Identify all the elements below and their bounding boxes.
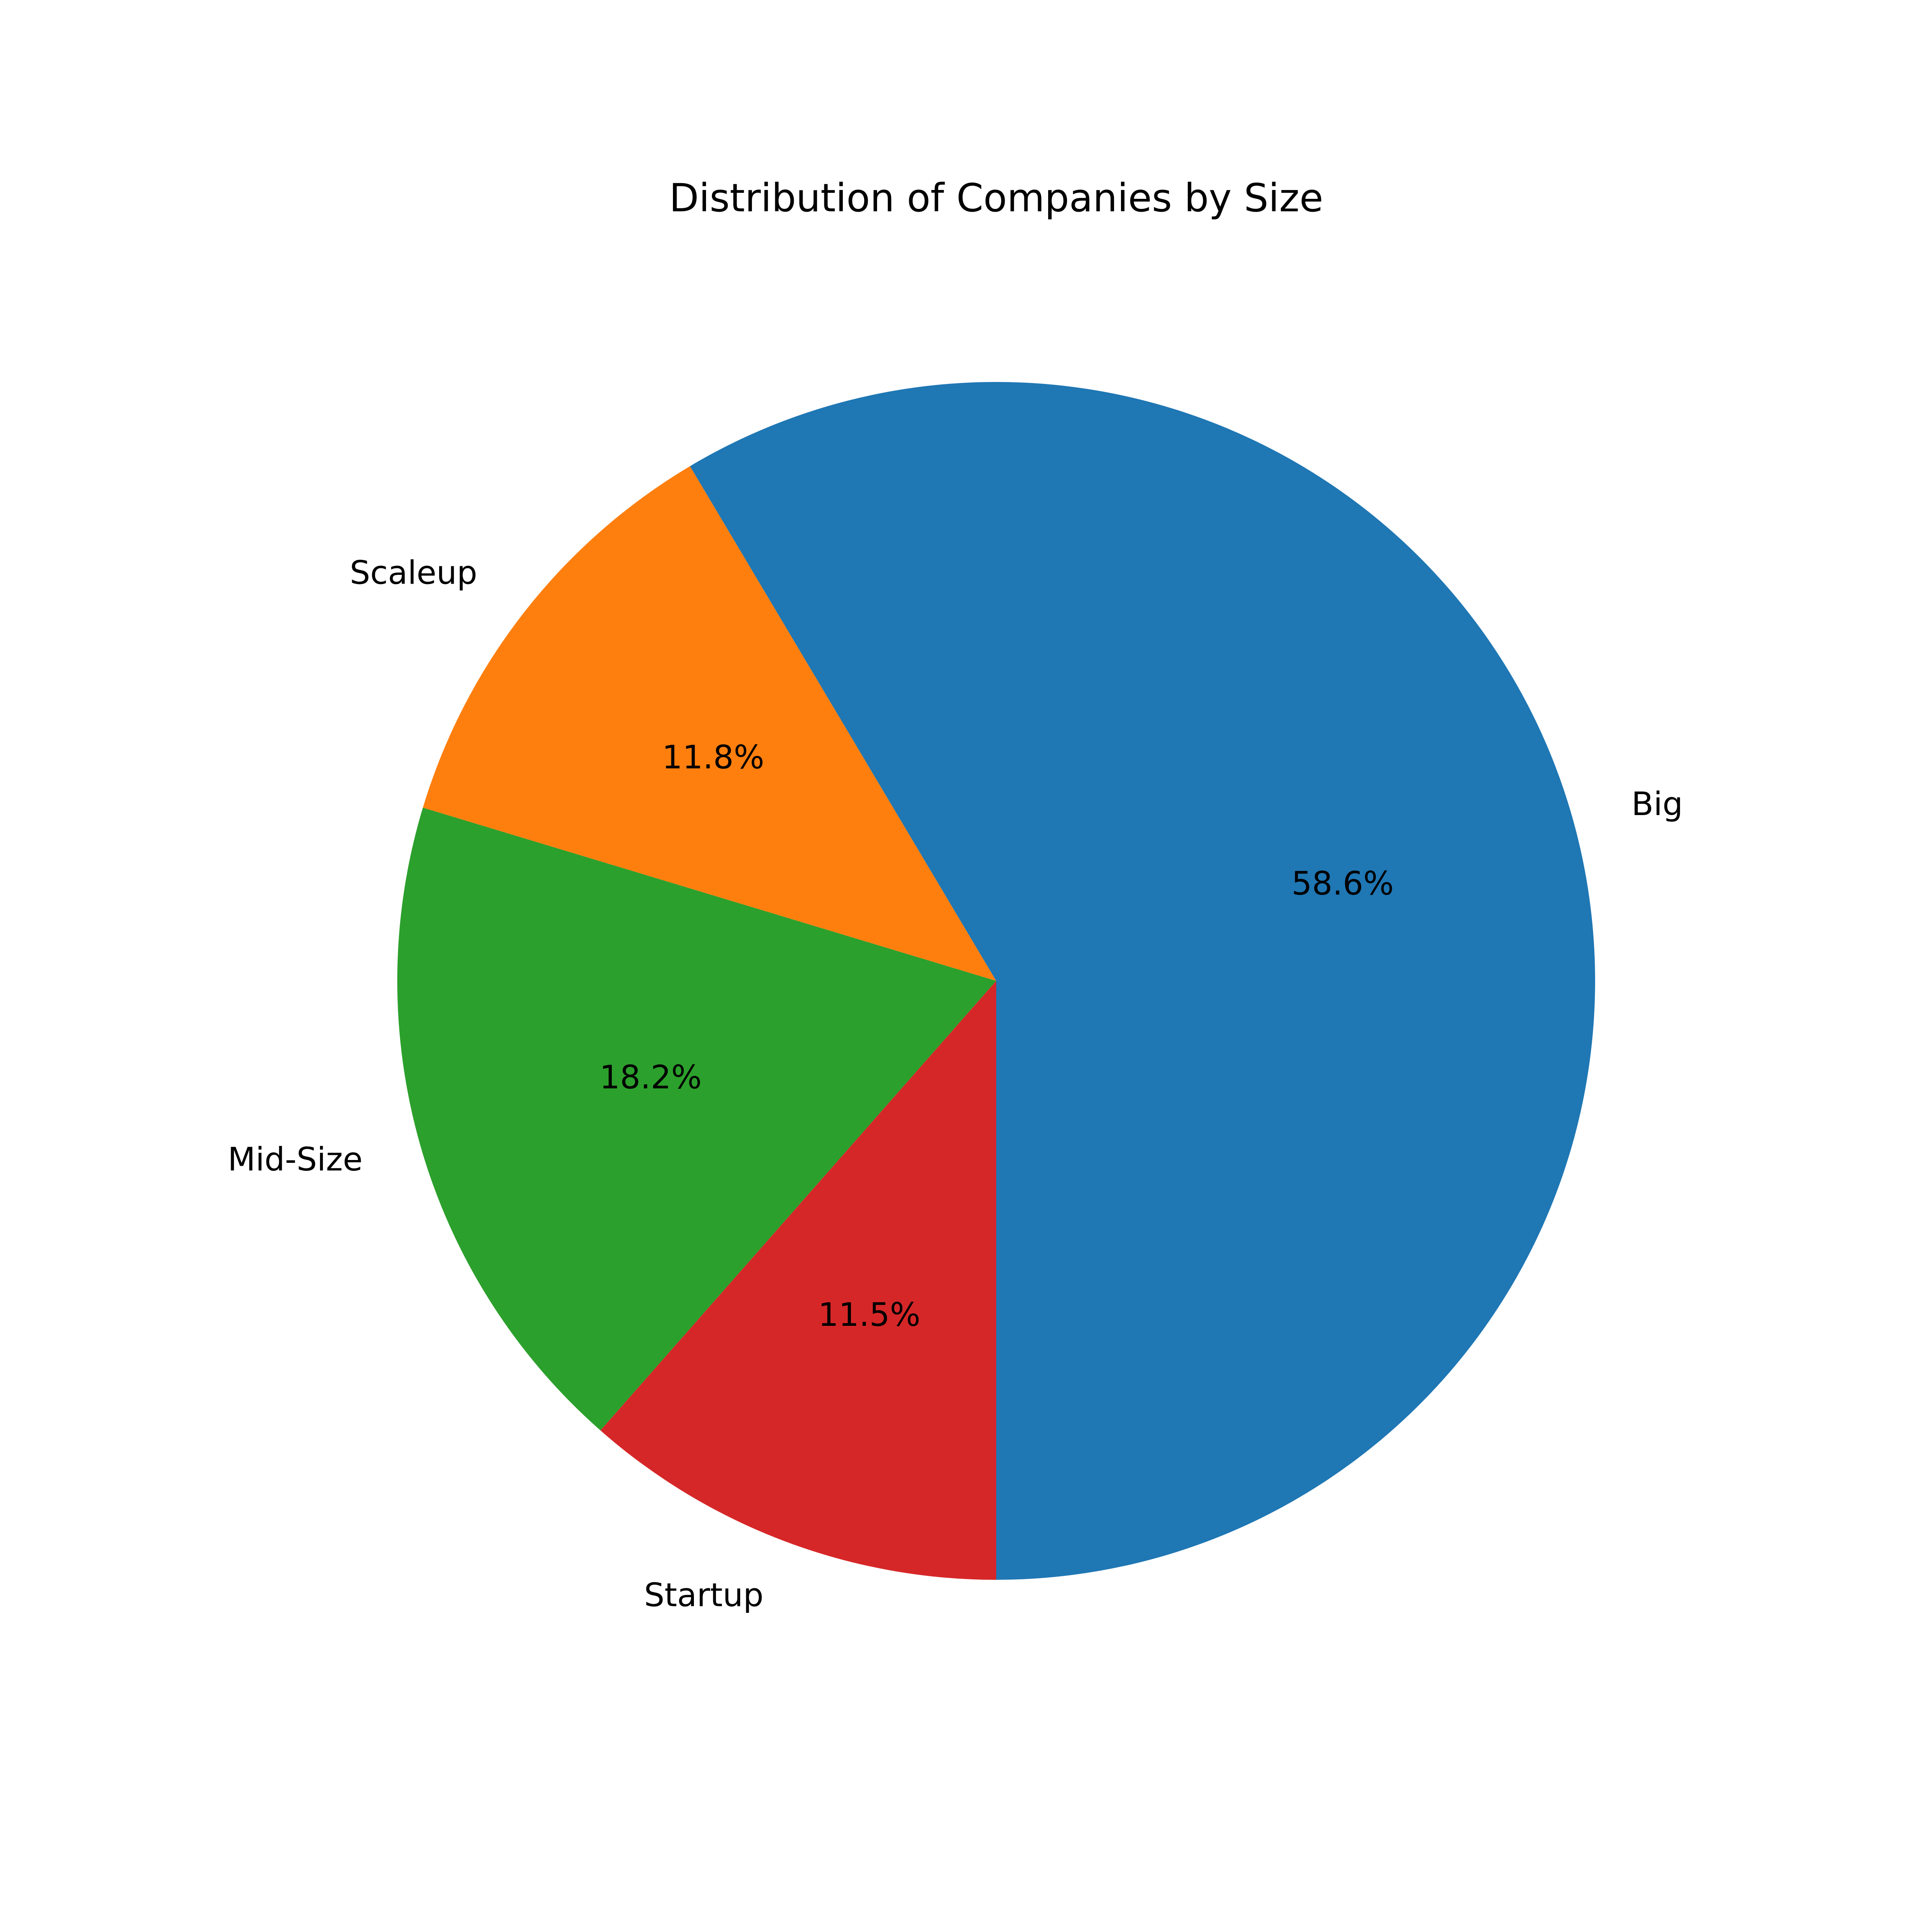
pie-slices xyxy=(397,382,1596,1580)
pie-slice-big xyxy=(690,382,1596,1580)
slice-label-mid-size: Mid-Size xyxy=(228,1141,363,1178)
pie-labels: Big 58.6% Scaleup 11.8% Mid-Size 18.2% Startup… xyxy=(228,554,1683,1614)
pie-slice-mid-size xyxy=(397,807,997,1430)
slice-label-scaleup: Scaleup xyxy=(350,554,477,592)
slice-label-big: Big xyxy=(1631,785,1683,823)
slice-percent-startup: 11.5% xyxy=(818,1296,921,1333)
slice-percent-mid-size: 18.2% xyxy=(599,1059,702,1096)
slice-percent-scaleup: 11.8% xyxy=(662,739,764,776)
slice-label-startup: Startup xyxy=(644,1576,764,1614)
chart-title: Distribution of Companies by Size xyxy=(669,175,1323,221)
pie-slice-startup xyxy=(600,981,996,1580)
slice-percent-big: 58.6% xyxy=(1292,865,1394,902)
pie-slice-scaleup xyxy=(423,466,996,981)
